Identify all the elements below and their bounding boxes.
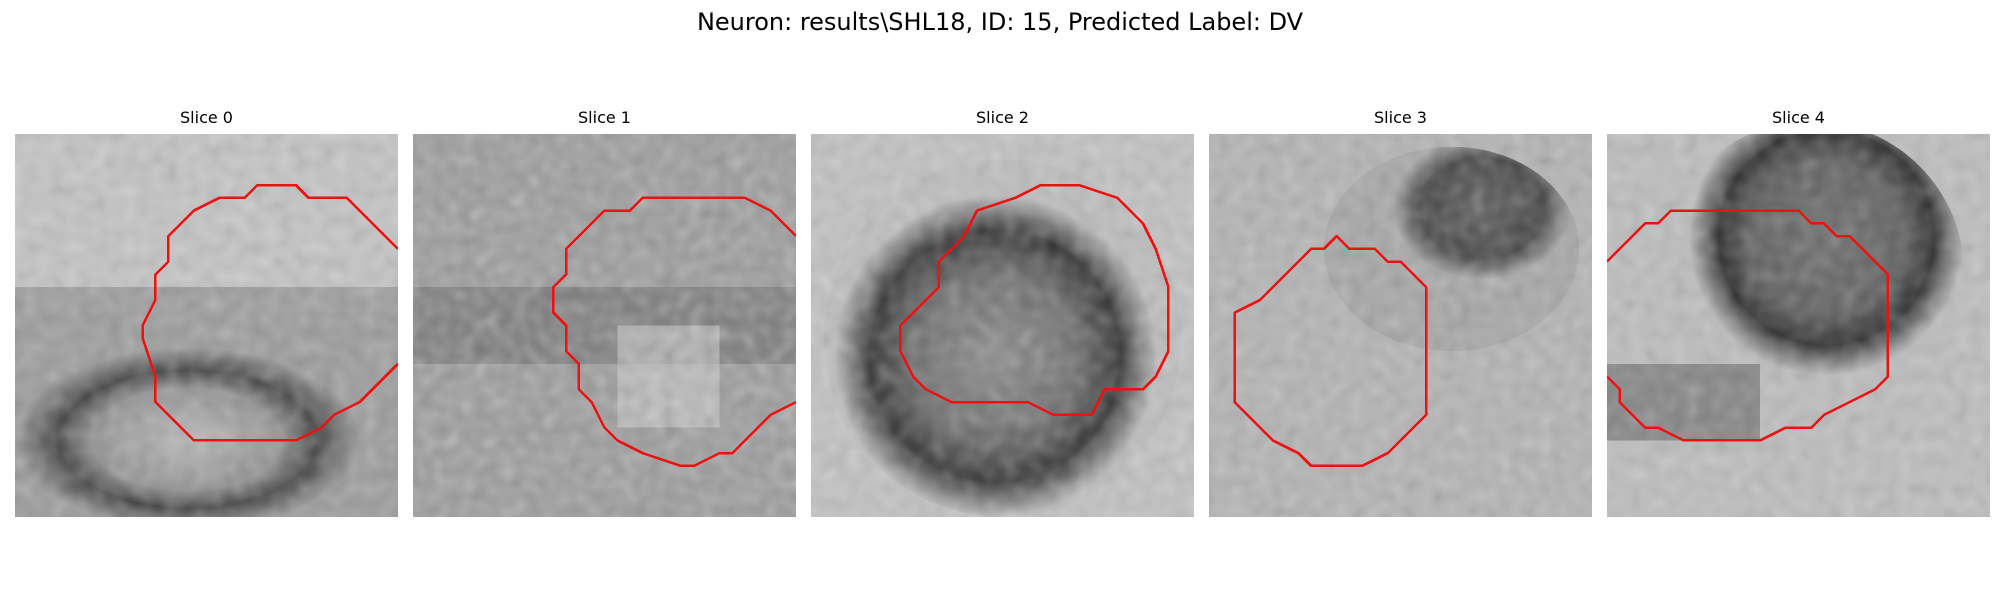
slice-3-contour — [1233, 234, 1428, 468]
figure-title: Neuron: results\SHL18, ID: 15, Predicted… — [696, 8, 1304, 36]
slice-3-title: Slice 3 — [1374, 108, 1427, 127]
slice-1-image — [413, 134, 796, 517]
slice-1-contour — [552, 196, 796, 468]
slice-3-panel — [1209, 134, 1592, 517]
slice-0-contour — [141, 183, 398, 442]
slice-4-image — [1607, 134, 1990, 517]
slice-3-image — [1209, 134, 1592, 517]
slice-4-title: Slice 4 — [1772, 108, 1825, 127]
slice-2-title: Slice 2 — [976, 108, 1029, 127]
slice-2-panel — [811, 134, 1194, 517]
slice-4-contour — [1607, 209, 1890, 442]
slice-0-title: Slice 0 — [180, 108, 233, 127]
slice-0-panel — [15, 134, 398, 517]
slice-2-image — [811, 134, 1194, 517]
slice-2-contour — [899, 183, 1170, 417]
slice-4-panel — [1607, 134, 1990, 517]
slice-1-panel — [413, 134, 796, 517]
slice-1-title: Slice 1 — [578, 108, 631, 127]
slice-0-image — [15, 134, 398, 517]
